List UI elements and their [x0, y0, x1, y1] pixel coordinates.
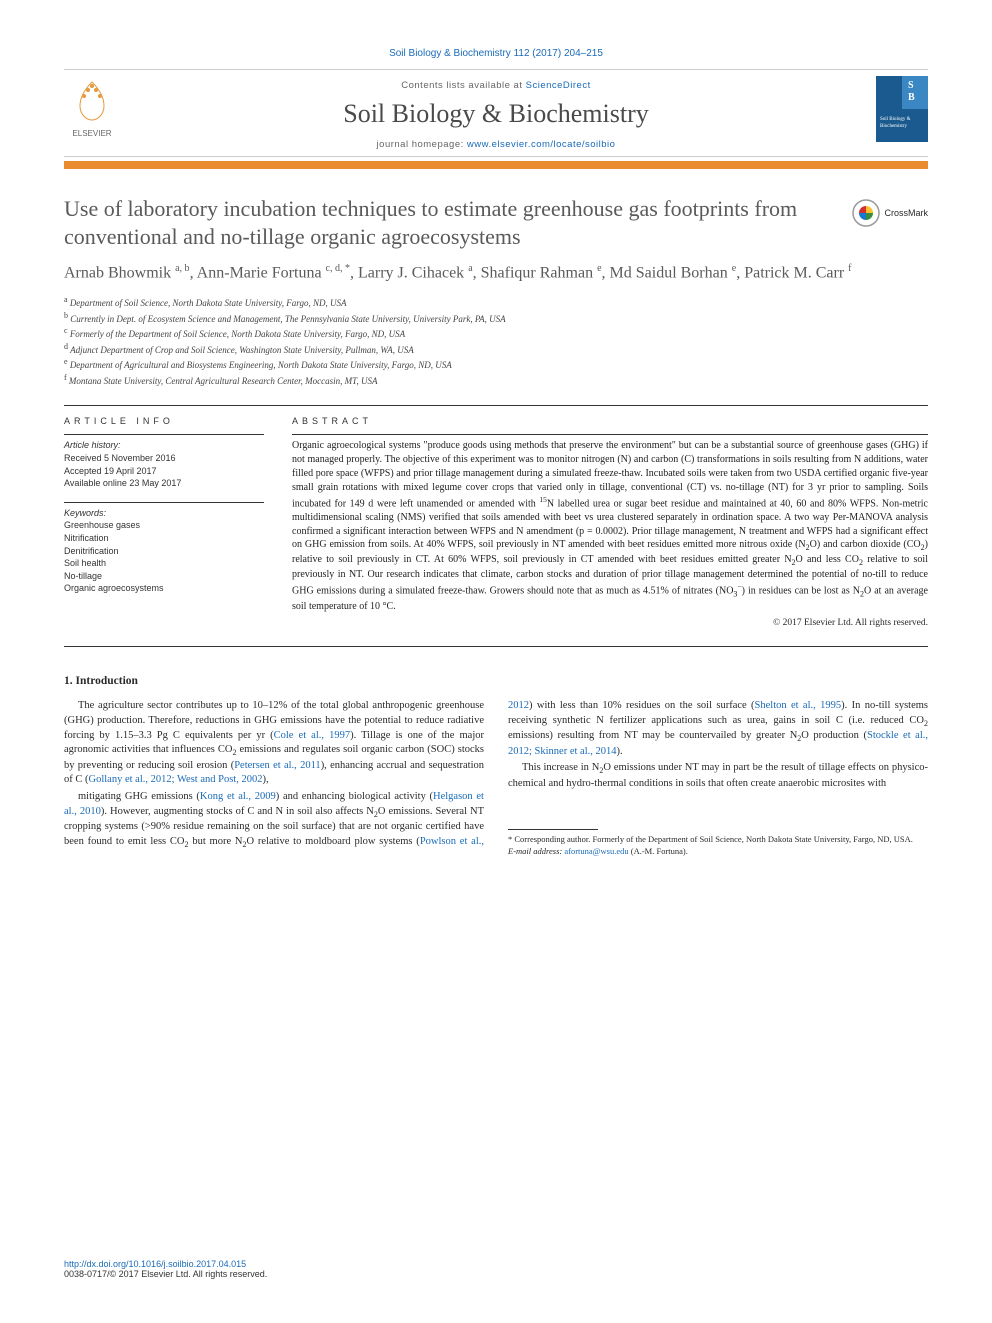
corresponding-author-note: * Corresponding author. Formerly of the …	[508, 834, 928, 845]
crossmark-icon	[852, 199, 880, 227]
history-label: Article history:	[64, 439, 264, 452]
svg-text:ELSEVIER: ELSEVIER	[72, 129, 111, 138]
svg-text:Soil Biology &: Soil Biology &	[880, 117, 911, 122]
abstract-rule	[292, 434, 928, 435]
journal-header-box: ELSEVIER S B Soil Biology & Biochemistry…	[64, 69, 928, 157]
affiliation-line: b Currently in Dept. of Ecosystem Scienc…	[64, 310, 928, 326]
email-label: E-mail address:	[508, 846, 562, 856]
abstract-copyright: © 2017 Elsevier Ltd. All rights reserved…	[292, 618, 928, 628]
sciencedirect-link[interactable]: ScienceDirect	[526, 80, 591, 91]
homepage-prefix: journal homepage:	[377, 139, 467, 150]
keyword-item: Organic agroecosystems	[64, 582, 264, 595]
section-rule	[64, 405, 928, 406]
email-link[interactable]: afortuna@wsu.edu	[564, 846, 628, 856]
keywords-block: Keywords: Greenhouse gasesNitrificationD…	[64, 507, 264, 595]
abstract-heading: ABSTRACT	[292, 416, 928, 426]
body-paragraph: This increase in N2O emissions under NT …	[508, 761, 928, 791]
received-date: Received 5 November 2016	[64, 452, 264, 465]
crossmark-badge[interactable]: CrossMark	[852, 199, 928, 227]
citation-line: Soil Biology & Biochemistry 112 (2017) 2…	[64, 48, 928, 59]
affiliation-line: d Adjunct Department of Crop and Soil Sc…	[64, 341, 928, 357]
journal-cover-thumbnail: S B Soil Biology & Biochemistry	[876, 76, 928, 142]
affiliation-line: a Department of Soil Science, North Dako…	[64, 294, 928, 310]
article-title: Use of laboratory incubation techniques …	[64, 195, 824, 250]
affiliation-line: f Montana State University, Central Agri…	[64, 372, 928, 388]
abstract-body: Organic agroecological systems "produce …	[292, 439, 928, 613]
accepted-date: Accepted 19 April 2017	[64, 465, 264, 478]
body-text-columns: The agriculture sector contributes up to…	[64, 699, 928, 857]
crossmark-label: CrossMark	[884, 208, 928, 218]
body-paragraph: The agriculture sector contributes up to…	[64, 699, 484, 788]
affiliations-list: a Department of Soil Science, North Dako…	[64, 294, 928, 388]
contents-prefix: Contents lists available at	[401, 80, 525, 91]
info-rule	[64, 434, 264, 435]
keywords-label: Keywords:	[64, 507, 264, 520]
footnotes-block: * Corresponding author. Formerly of the …	[508, 829, 928, 857]
online-date: Available online 23 May 2017	[64, 477, 264, 490]
abstract-column: ABSTRACT Organic agroecological systems …	[292, 416, 928, 628]
info-rule	[64, 502, 264, 503]
keyword-item: Nitrification	[64, 532, 264, 545]
svg-text:S: S	[908, 80, 914, 91]
journal-name: Soil Biology & Biochemistry	[64, 99, 928, 129]
elsevier-tree-logo: ELSEVIER	[64, 76, 120, 140]
section-rule	[64, 646, 928, 647]
article-info-heading: ARTICLE INFO	[64, 416, 264, 426]
homepage-line: journal homepage: www.elsevier.com/locat…	[64, 139, 928, 150]
doi-link[interactable]: http://dx.doi.org/10.1016/j.soilbio.2017…	[64, 1259, 246, 1269]
svg-text:Biochemistry: Biochemistry	[880, 124, 907, 129]
issn-copyright: 0038-0717/© 2017 Elsevier Ltd. All right…	[64, 1269, 267, 1279]
keyword-item: Greenhouse gases	[64, 519, 264, 532]
email-suffix: (A.-M. Fortuna).	[631, 846, 688, 856]
article-info-column: ARTICLE INFO Article history: Received 5…	[64, 416, 264, 628]
keyword-item: Denitrification	[64, 545, 264, 558]
authors-list: Arnab Bhowmik a, b, Ann-Marie Fortuna c,…	[64, 262, 928, 284]
keyword-item: Soil health	[64, 557, 264, 570]
page-footer: http://dx.doi.org/10.1016/j.soilbio.2017…	[64, 1259, 928, 1279]
affiliation-line: e Department of Agricultural and Biosyst…	[64, 356, 928, 372]
article-history-block: Article history: Received 5 November 201…	[64, 439, 264, 489]
keyword-item: No-tillage	[64, 570, 264, 583]
svg-text:B: B	[908, 92, 915, 103]
intro-heading: 1. Introduction	[64, 675, 928, 687]
homepage-link[interactable]: www.elsevier.com/locate/soilbio	[467, 139, 616, 150]
orange-divider-bar	[64, 161, 928, 169]
contents-available-line: Contents lists available at ScienceDirec…	[64, 80, 928, 91]
affiliation-line: c Formerly of the Department of Soil Sci…	[64, 325, 928, 341]
